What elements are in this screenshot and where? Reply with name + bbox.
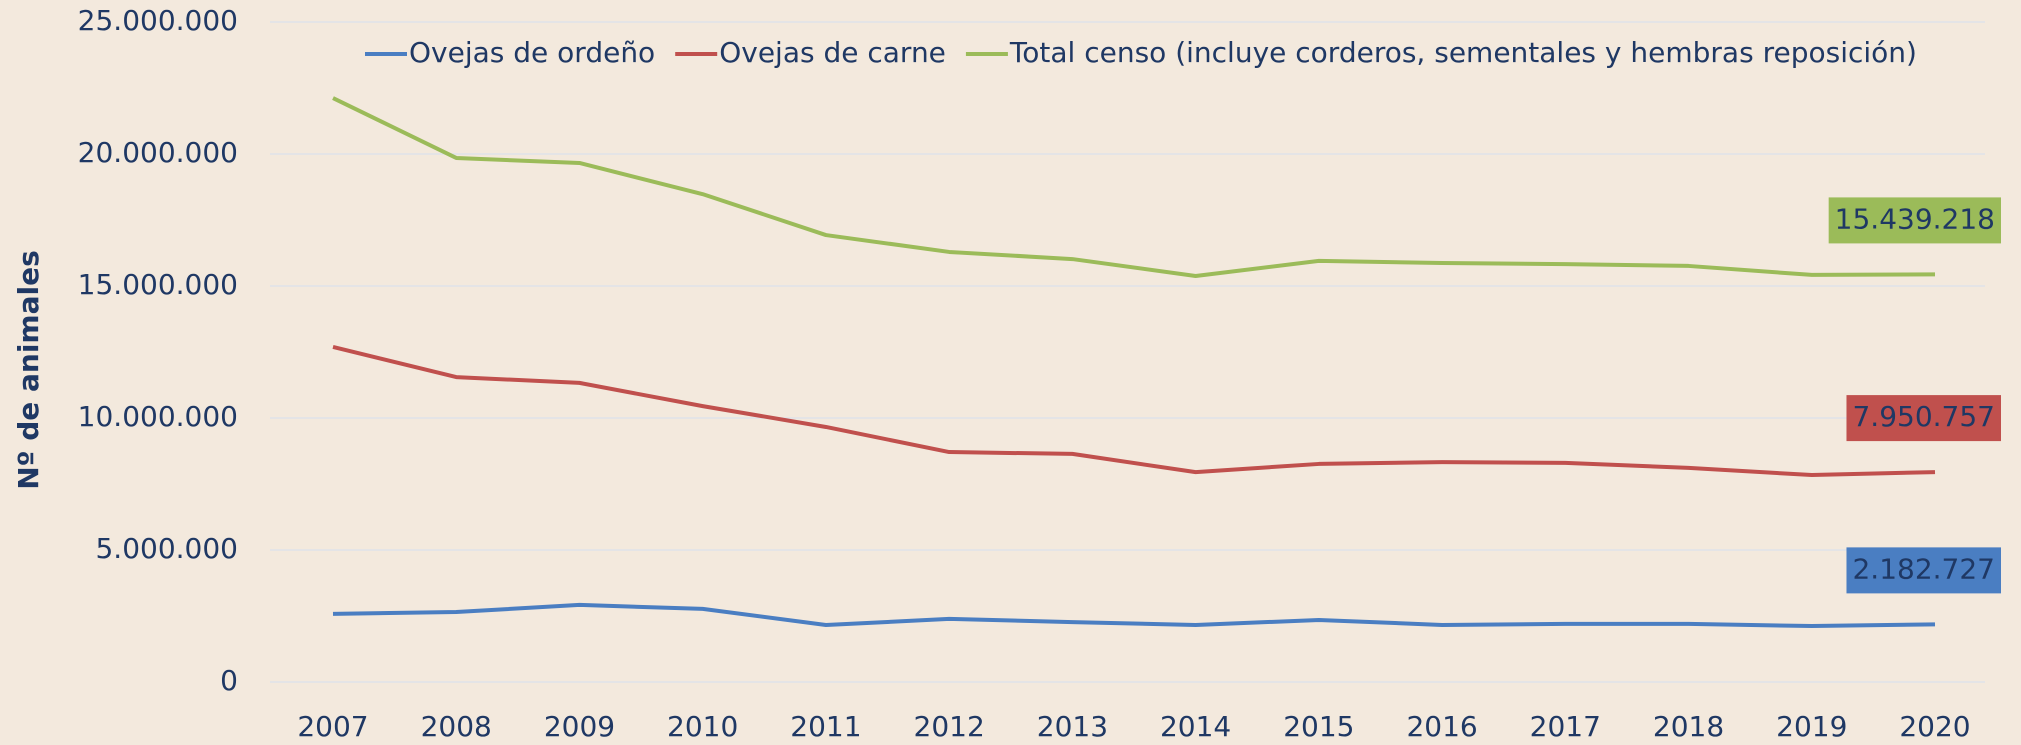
legend-label: Ovejas de ordeño <box>409 36 655 69</box>
x-tick-label: 2013 <box>1037 710 1108 743</box>
data-label: 7.950.757 <box>1852 400 1995 433</box>
legend-label: Total censo (incluye corderos, sementale… <box>1009 36 1917 69</box>
legend-label: Ovejas de carne <box>719 36 946 69</box>
x-tick-label: 2015 <box>1283 710 1354 743</box>
x-tick-label: 2010 <box>667 710 738 743</box>
x-tick-label: 2019 <box>1776 710 1847 743</box>
y-tick-label: 10.000.000 <box>78 400 238 433</box>
y-axis-label: Nº de animales <box>12 250 45 490</box>
x-tick-label: 2017 <box>1530 710 1601 743</box>
x-tick-label: 2018 <box>1653 710 1724 743</box>
series-line <box>332 96 1936 278</box>
y-tick-label: 25.000.000 <box>78 4 238 37</box>
y-tick-label: 5.000.000 <box>95 532 238 565</box>
x-tick-label: 2014 <box>1160 710 1231 743</box>
series-line <box>332 345 1936 478</box>
y-tick-label: 15.000.000 <box>78 268 238 301</box>
data-label-box <box>1846 395 2001 442</box>
x-tick-label: 2012 <box>914 710 985 743</box>
y-tick-label: 20.000.000 <box>78 136 238 169</box>
data-label: 2.182.727 <box>1852 552 1995 585</box>
x-tick-label: 2008 <box>421 710 492 743</box>
x-tick-label: 2020 <box>1899 710 1970 743</box>
x-tick-label: 2009 <box>544 710 615 743</box>
y-tick-label: 0 <box>220 664 238 697</box>
data-label: 15.439.218 <box>1835 202 1995 235</box>
data-label-box <box>1828 197 2001 244</box>
x-tick-label: 2016 <box>1406 710 1477 743</box>
data-label-box <box>1846 547 2001 594</box>
x-tick-label: 2011 <box>790 710 861 743</box>
x-tick-label: 2007 <box>297 710 368 743</box>
series-line <box>332 602 1936 629</box>
